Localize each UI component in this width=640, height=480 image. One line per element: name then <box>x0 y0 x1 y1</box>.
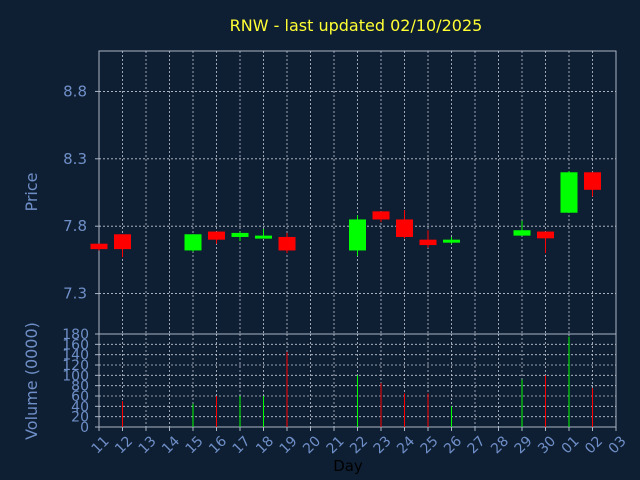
price-axis-label: Price <box>22 172 41 211</box>
volume-tick-label: 160 <box>62 337 89 353</box>
candles <box>90 170 601 258</box>
x-tick-label: 19 <box>277 433 301 457</box>
x-tick-label: 01 <box>559 433 583 457</box>
x-tick-label: 22 <box>347 433 371 457</box>
x-tick-label: 12 <box>112 433 136 457</box>
price-tick-label: 7.8 <box>63 217 87 235</box>
x-tick-label: 24 <box>394 433 418 457</box>
candle-body <box>184 234 202 251</box>
volume-tick-label: 0 <box>80 420 89 436</box>
candle-body <box>208 231 225 240</box>
x-tick-labels: 11 12 13 14 15 16 17 18 19 20 21 22 23 24 25 26 27 28 29 30… <box>89 427 630 457</box>
candle-body <box>114 234 131 250</box>
volume-tick-label: 120 <box>62 358 89 374</box>
candle-body <box>372 211 390 220</box>
x-tick-label: 14 <box>159 433 183 457</box>
price-tick-labels: 7.3 7.8 8.3 8.8 <box>63 82 99 303</box>
x-tick-label: 27 <box>465 433 489 457</box>
volume-tick-label: 140 <box>62 348 89 364</box>
candle-body <box>584 172 601 190</box>
chart-title: RNW - last updated 02/10/2025 <box>230 16 483 35</box>
x-tick-label: 20 <box>300 433 324 457</box>
x-tick-label: 29 <box>512 433 536 457</box>
volume-bars <box>122 336 593 427</box>
price-grid <box>99 51 616 334</box>
volume-tick-label: 20 <box>71 410 89 426</box>
x-tick-label: 21 <box>324 433 348 457</box>
x-tick-label: 03 <box>606 433 630 457</box>
x-tick-label: 17 <box>230 433 254 457</box>
candle-body <box>255 235 272 239</box>
volume-tick-label: 100 <box>62 368 89 384</box>
price-tick-label: 8.3 <box>63 150 87 168</box>
candle-body <box>231 232 249 237</box>
volume-axis-label: Volume (0000) <box>22 322 41 440</box>
x-tick-label: 15 <box>183 433 207 457</box>
candle-body <box>90 243 108 250</box>
candle-body <box>349 219 366 251</box>
x-tick-label: 30 <box>535 433 559 457</box>
candle-body <box>396 219 413 237</box>
volume-tick-label: 40 <box>71 399 89 415</box>
x-tick-label: 16 <box>206 433 230 457</box>
x-tick-label: 13 <box>136 433 160 457</box>
candle-body <box>537 231 554 239</box>
x-tick-label: 28 <box>488 433 512 457</box>
volume-tick-label: 180 <box>62 327 89 343</box>
price-tick-label: 7.3 <box>63 285 87 303</box>
volume-tick-label: 60 <box>71 389 89 405</box>
x-axis-label: Day <box>333 457 363 475</box>
candle-body <box>513 230 531 236</box>
x-tick-label: 23 <box>371 433 395 457</box>
price-tick-label: 8.8 <box>63 82 87 100</box>
candle-body <box>419 239 437 246</box>
x-tick-label: 25 <box>418 433 442 457</box>
volume-tick-label: 80 <box>71 379 89 395</box>
x-tick-label: 11 <box>89 433 113 457</box>
x-tick-label: 26 <box>441 433 465 457</box>
x-tick-label: 18 <box>253 433 277 457</box>
x-tick-label: 02 <box>582 433 606 457</box>
candle-body <box>443 239 460 243</box>
price-panel: 7.3 7.8 8.3 8.8 <box>63 50 617 335</box>
candle-body <box>560 172 578 213</box>
candle-body <box>278 236 296 251</box>
